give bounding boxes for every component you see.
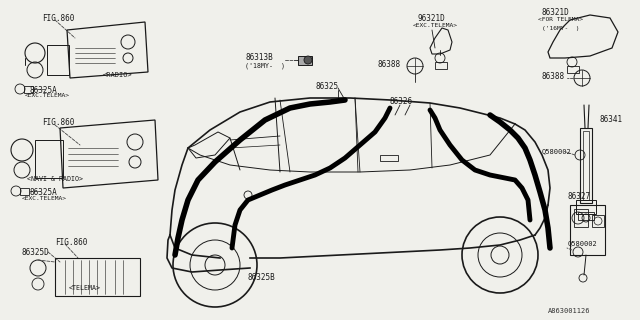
Text: <FOR TELEMA>: <FOR TELEMA> <box>538 17 583 22</box>
Text: <EXC.TELEMA>: <EXC.TELEMA> <box>413 23 458 28</box>
Text: ('16MY-  ): ('16MY- ) <box>542 26 579 31</box>
Text: 86326: 86326 <box>390 97 413 106</box>
Text: 86388: 86388 <box>542 72 565 81</box>
Text: 86388: 86388 <box>378 60 401 69</box>
Bar <box>55 258 140 296</box>
Text: FIG.860: FIG.860 <box>42 14 74 23</box>
Text: 86325D: 86325D <box>22 248 50 257</box>
Bar <box>24 86 33 93</box>
Bar <box>576 200 596 214</box>
Text: 86325B: 86325B <box>248 273 276 282</box>
Text: <TELEMA>: <TELEMA> <box>69 285 101 291</box>
Text: 86341: 86341 <box>600 115 623 124</box>
Bar <box>435 62 447 69</box>
Bar <box>583 131 589 200</box>
Bar <box>380 155 398 161</box>
Text: 86321D: 86321D <box>542 8 570 17</box>
Bar <box>580 128 592 203</box>
Text: Q580002: Q580002 <box>542 148 572 154</box>
Text: <EXC.TELEMA>: <EXC.TELEMA> <box>22 196 67 201</box>
Text: 86313B: 86313B <box>245 53 273 62</box>
Bar <box>578 212 594 220</box>
Text: FIG.860: FIG.860 <box>55 238 88 247</box>
Bar <box>47 45 69 75</box>
Text: FIG.860: FIG.860 <box>42 118 74 127</box>
Circle shape <box>304 56 312 64</box>
Text: 86325A: 86325A <box>30 188 58 197</box>
Bar <box>592 215 604 227</box>
Text: <RADIO>: <RADIO> <box>103 72 133 78</box>
Text: ('18MY-  ): ('18MY- ) <box>245 62 285 68</box>
Bar <box>35 140 63 178</box>
Text: <EXC.TELEMA>: <EXC.TELEMA> <box>25 93 70 98</box>
Bar <box>574 209 588 227</box>
Bar <box>298 56 312 65</box>
Bar <box>570 205 605 255</box>
Text: 86325: 86325 <box>315 82 338 91</box>
Bar <box>567 66 579 73</box>
Text: <NAVI & RADIO>: <NAVI & RADIO> <box>27 176 83 182</box>
Text: 96321D: 96321D <box>418 14 445 23</box>
Bar <box>20 188 29 195</box>
Text: 86325A: 86325A <box>30 86 58 95</box>
Text: 86327: 86327 <box>568 192 591 201</box>
Text: Q580002: Q580002 <box>568 240 598 246</box>
Text: A863001126: A863001126 <box>548 308 591 314</box>
